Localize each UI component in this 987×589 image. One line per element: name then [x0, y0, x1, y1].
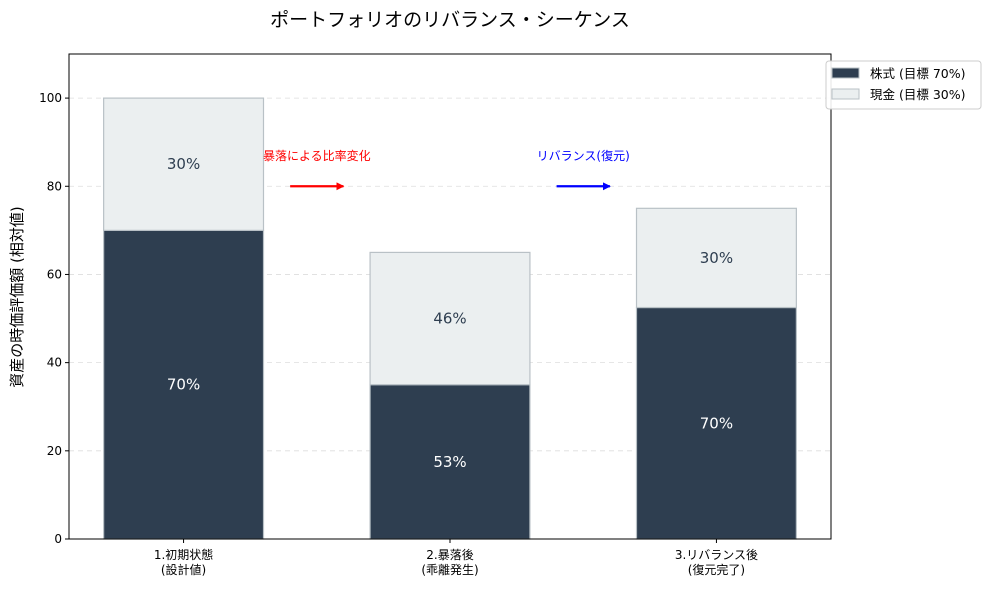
bars: 70% 30% 53% 46% 70% 30% [103, 97, 797, 540]
data-label: 53% [433, 453, 466, 471]
data-label: 70% [167, 376, 200, 394]
y-tick-label: 20 [47, 444, 62, 458]
legend-swatch [831, 67, 860, 79]
y-axis: 0 20 40 60 80 100 [39, 91, 69, 546]
y-axis-label: 資産の時価評価額 (相対値) [8, 206, 26, 387]
legend-label: 株式 (目標 70%) [870, 66, 965, 81]
y-tick-label: 0 [54, 532, 62, 546]
legend: 株式 (目標 70%) 現金 (目標 30%) [825, 60, 982, 110]
x-tick-label-line: 1.初期状態 [154, 547, 213, 562]
annotations: 暴落による比率変化 リバランス(復元) [263, 148, 630, 191]
bar-segment-cash [635, 207, 797, 309]
x-axis: 1.初期状態(設計値) 2.暴落後(乖離発生) 3.リバランス後(復元完了) [154, 539, 758, 577]
legend-swatch [831, 88, 860, 100]
x-tick-label-line: 2.暴落後 [426, 548, 473, 562]
annotation-text: リバランス(復元) [537, 148, 630, 163]
data-label: 70% [700, 414, 733, 432]
x-tick-label: 2.暴落後(乖離発生) [421, 548, 478, 577]
x-tick-label: 3.リバランス後(復元完了) [675, 548, 758, 577]
bar-segment-cash [369, 251, 531, 386]
x-tick-label-line: (乖離発生) [421, 563, 478, 577]
y-tick-label: 100 [39, 91, 62, 105]
x-tick-label-line: (復元完了) [688, 562, 745, 577]
y-tick-label: 80 [47, 179, 62, 193]
bar-segment-cash [103, 97, 265, 231]
y-tick-label: 60 [47, 267, 62, 281]
data-label: 30% [700, 249, 733, 267]
legend-box [825, 60, 982, 110]
annotation-text: 暴落による比率変化 [263, 148, 371, 163]
x-tick-label-line: 3.リバランス後 [675, 548, 758, 562]
x-tick-label: 1.初期状態(設計値) [154, 547, 213, 577]
data-label: 30% [167, 155, 200, 173]
y-tick-label: 40 [47, 356, 62, 370]
bar-segment-stock [635, 306, 797, 540]
chart-title: ポートフォリオのリバランス・シーケンス [270, 9, 630, 31]
x-tick-label-line: (設計値) [161, 562, 206, 577]
data-label: 46% [433, 310, 466, 328]
legend-label: 現金 (目標 30%) [870, 87, 965, 102]
bar-segment-stock [103, 229, 265, 540]
